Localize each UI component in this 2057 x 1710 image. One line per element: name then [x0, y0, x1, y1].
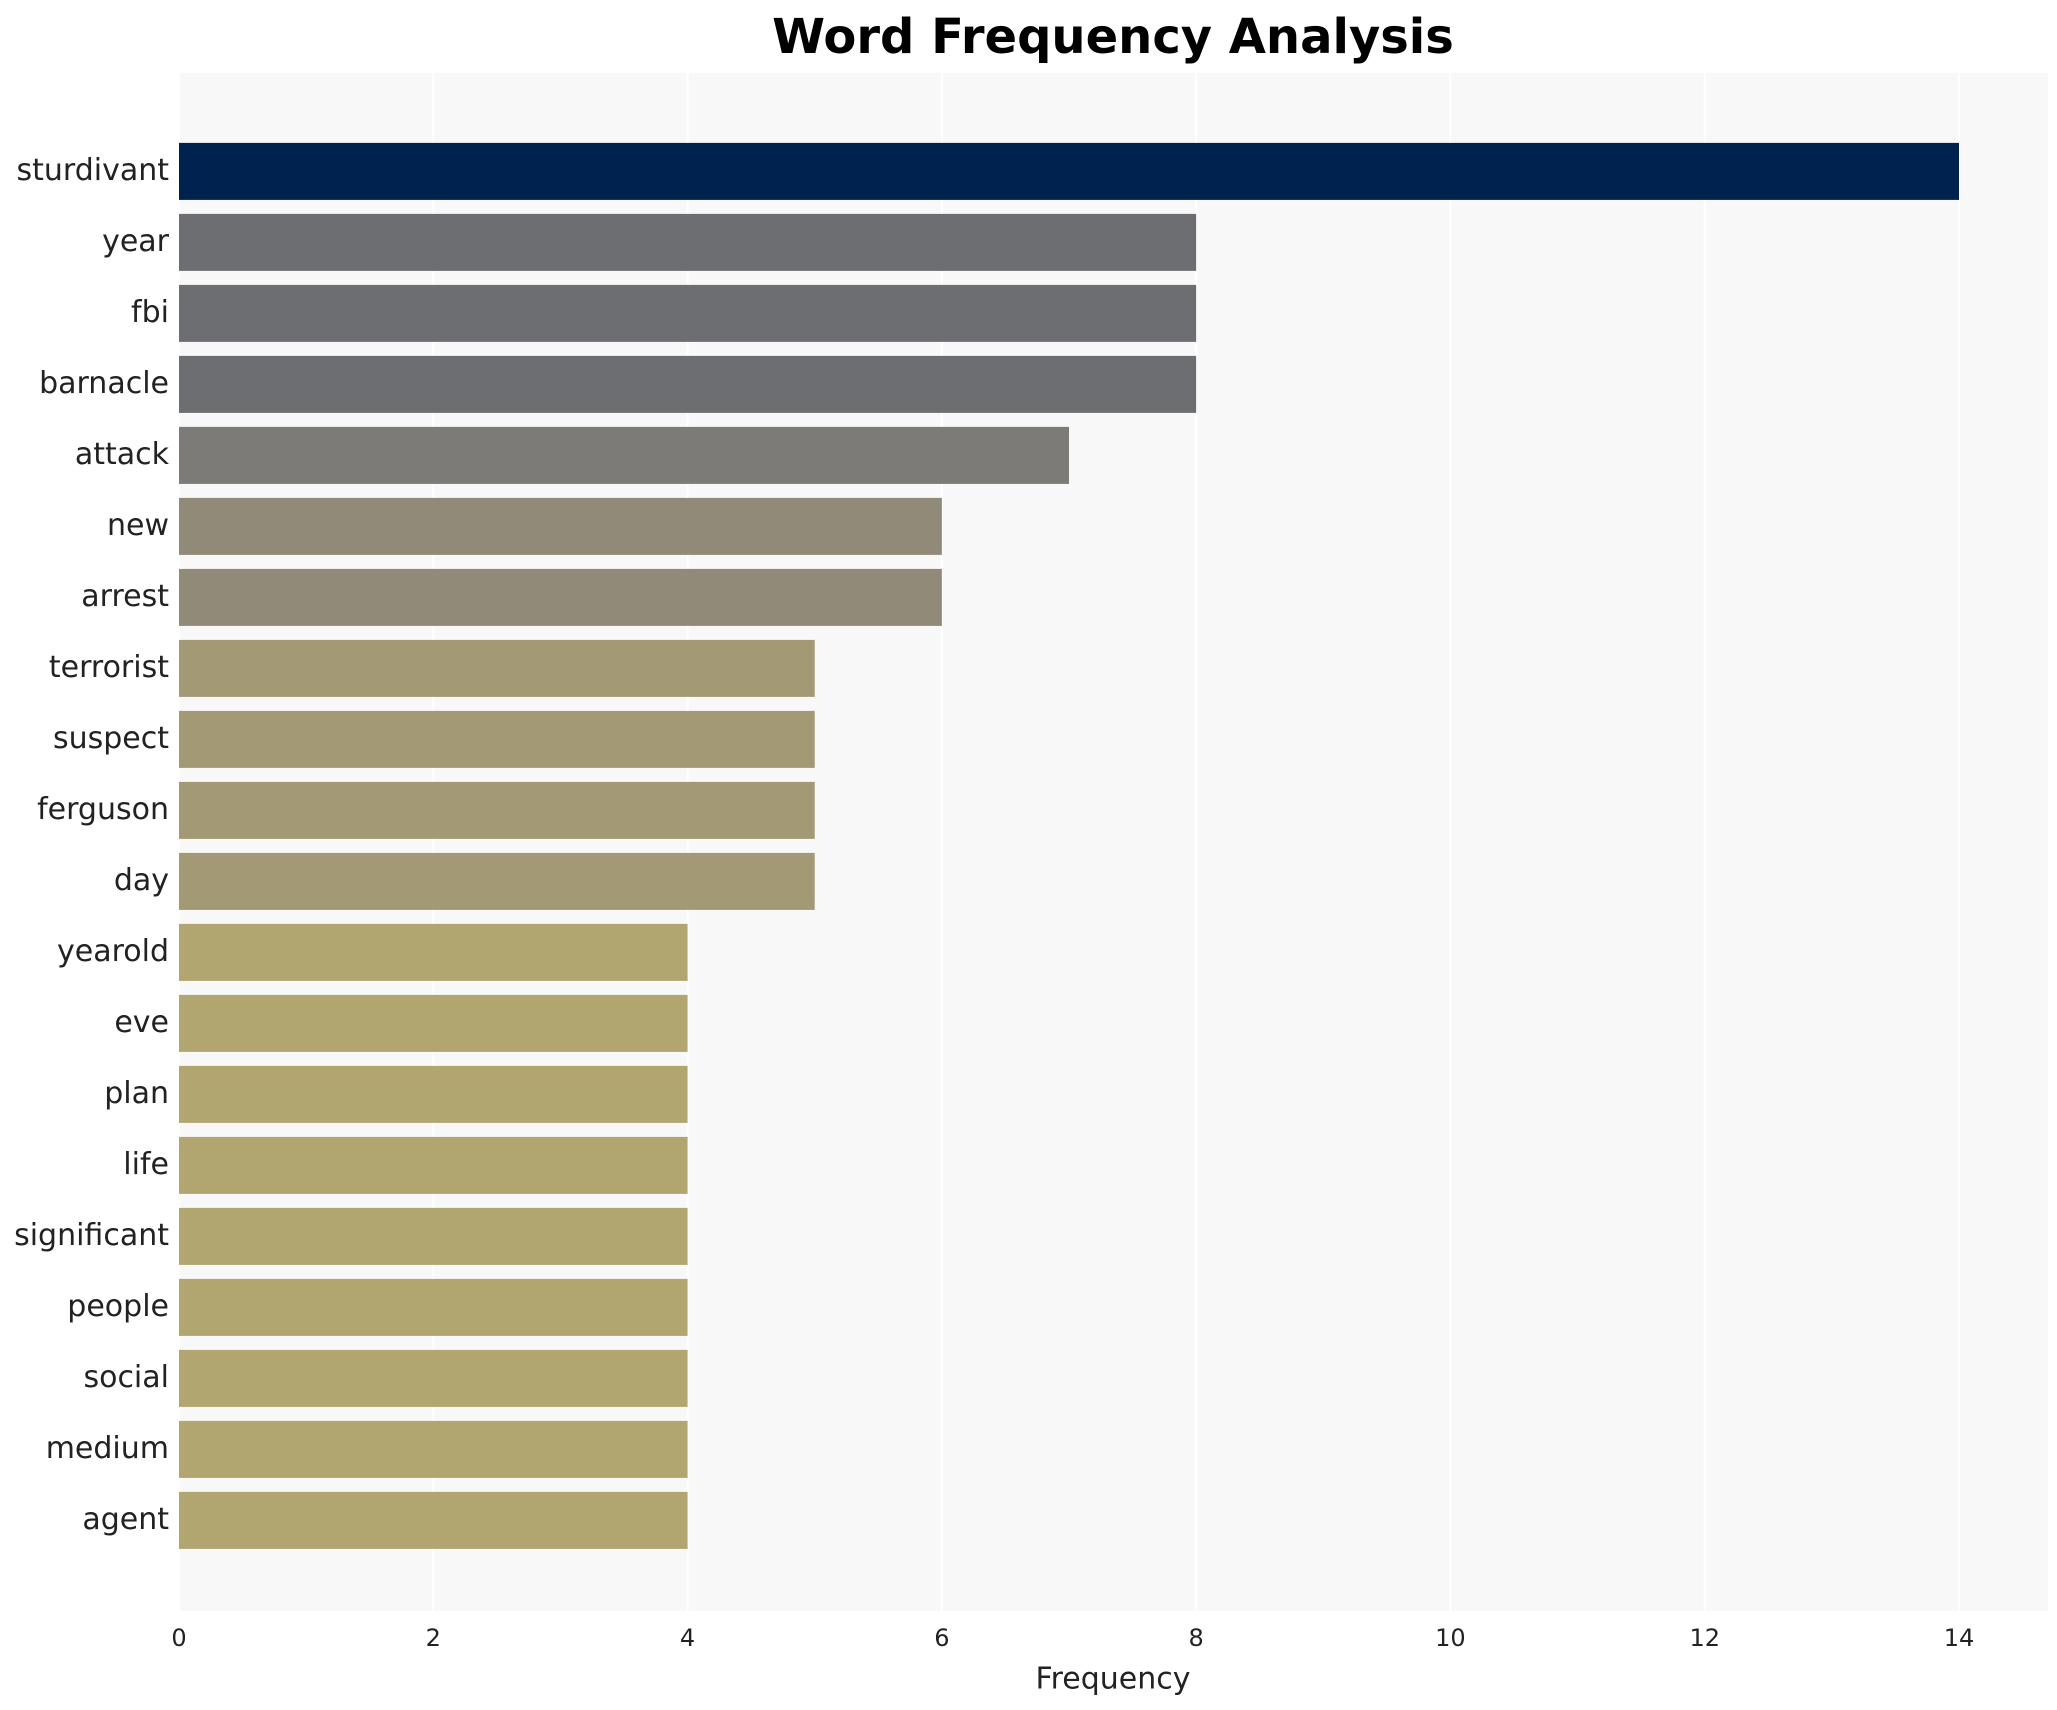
bar — [179, 781, 815, 839]
y-tick-label: agent — [82, 1502, 169, 1537]
bar — [179, 142, 1959, 200]
y-tick-label: suspect — [53, 721, 169, 756]
y-tick-label: barnacle — [39, 366, 169, 401]
bar — [179, 568, 942, 626]
bar — [179, 639, 815, 697]
x-tick-label: 14 — [1944, 1624, 1975, 1652]
bar — [179, 710, 815, 768]
y-tick-label: life — [123, 1147, 169, 1182]
y-tick-label: year — [102, 224, 170, 259]
y-tick-label: yearold — [57, 934, 169, 969]
x-tick-label: 4 — [680, 1624, 695, 1652]
bar — [179, 1136, 688, 1194]
bar — [179, 497, 942, 555]
chart-title: Word Frequency Analysis — [772, 9, 1454, 65]
y-tick-label: terrorist — [49, 650, 169, 685]
y-tick-label: social — [83, 1360, 169, 1395]
x-tick-label: 10 — [1435, 1624, 1466, 1652]
bar — [179, 284, 1197, 342]
y-tick-label: eve — [114, 1005, 169, 1040]
y-tick-label: sturdivant — [16, 153, 169, 188]
y-tick-label: people — [67, 1289, 169, 1324]
bar — [179, 213, 1197, 271]
y-tick-label: arrest — [81, 579, 169, 614]
bar — [179, 852, 815, 910]
bar — [179, 1065, 688, 1123]
bar — [179, 994, 688, 1052]
bar — [179, 923, 688, 981]
x-tick-label: 0 — [171, 1624, 186, 1652]
bar — [179, 1278, 688, 1336]
y-tick-label: significant — [14, 1218, 169, 1253]
y-tick-label: ferguson — [37, 792, 169, 827]
bar — [179, 426, 1069, 484]
bar — [179, 1420, 688, 1478]
bar — [179, 1349, 688, 1407]
y-tick-label: new — [107, 508, 169, 543]
bar — [179, 355, 1197, 413]
y-tick-label: plan — [104, 1076, 169, 1111]
x-tick-label: 2 — [426, 1624, 441, 1652]
x-axis-label: Frequency — [1036, 1662, 1191, 1697]
y-tick-label: medium — [46, 1431, 169, 1466]
bar — [179, 1207, 688, 1265]
y-tick-label: day — [114, 863, 169, 898]
bar — [179, 1491, 688, 1549]
x-tick-label: 12 — [1689, 1624, 1720, 1652]
x-tick-label: 6 — [934, 1624, 949, 1652]
y-tick-label: fbi — [131, 295, 169, 330]
y-tick-label: attack — [75, 437, 170, 472]
x-tick-label: 8 — [1189, 1624, 1204, 1652]
